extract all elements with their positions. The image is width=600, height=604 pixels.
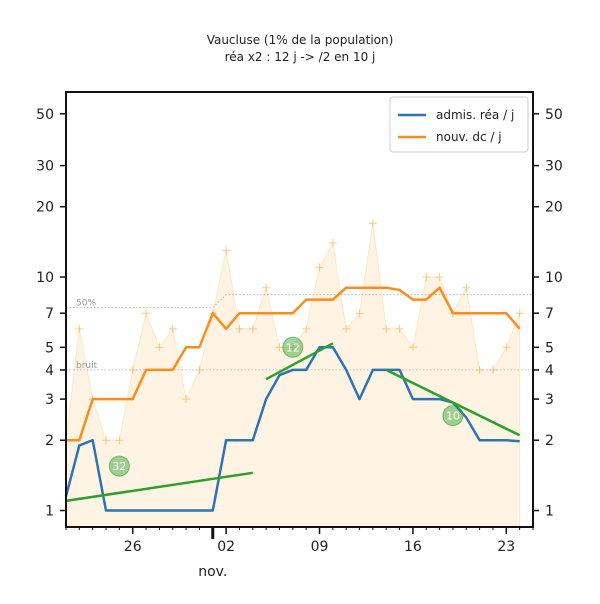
trend-fit-badge-label: 32 [112,460,126,473]
y-tick-label-right: 4 [545,363,554,379]
trend-fit-line [65,471,253,503]
daily-death-marker [75,324,84,333]
y-tick-label-right: 5 [545,340,554,356]
daily-death-marker [155,343,164,352]
trend-fit-badge [108,455,130,477]
daily-death-marker [102,436,111,445]
daily-death-marker [302,324,311,333]
y-tick-label-right: 10 [545,270,563,286]
daily-death-marker [168,324,177,333]
x-tick-label: 09 [311,539,329,555]
x-tick-label: 26 [124,539,142,555]
daily-death-marker [288,343,297,352]
daily-death-marker [235,324,244,333]
daily-death-marker [182,395,191,404]
daily-deaths-area [65,223,521,528]
daily-death-marker [262,283,271,292]
chart-title: Vaucluse (1% de la population) [207,33,394,47]
y-tick-label-right: 2 [545,433,554,449]
daily-death-marker [315,263,324,272]
reference-line-label: bruit [76,361,98,371]
daily-death-marker [142,309,151,318]
trend-fit-badge-label: 10 [446,410,460,423]
series-line [66,286,521,442]
month-label: nov. [198,564,227,580]
daily-death-marker [435,273,444,282]
daily-death-marker [342,324,351,333]
trend-fit-badge [282,336,304,358]
daily-death-markers [62,219,524,528]
x-tick-label: 02 [217,539,235,555]
daily-death-marker [502,343,511,352]
daily-death-marker [355,309,364,318]
daily-death-marker [395,324,404,333]
trend-fit-badge-label: 12 [286,341,300,354]
y-tick-label-left: 7 [45,306,54,322]
trend-fit-badge [442,405,464,427]
legend: admis. réa / j nouv. dc / j [389,96,529,153]
x-tick-label: 16 [404,539,422,555]
daily-death-marker [408,343,417,352]
reference-line-label: 50% [76,299,96,309]
daily-death-marker [222,246,231,255]
chart-subtitle: réa x2 : 12 j -> /2 en 10 j [225,50,376,64]
x-tick-label: 23 [497,539,515,555]
x-axis-ticks: 26 02 09 16 23 nov. [65,527,534,580]
y-tick-label-right: 3 [545,392,554,408]
reference-line [66,294,533,308]
plot-frame-rect [65,91,534,528]
y-tick-label-right: 50 [545,107,563,123]
legend-label: admis. réa / j [436,108,514,122]
plot-area [66,92,533,527]
trend-fit-line [265,342,334,381]
series-line [64,346,520,512]
y-tick-label-left: 4 [45,363,54,379]
daily-death-marker [462,283,471,292]
y-tick-label-left: 2 [45,433,54,449]
y-tick-label-left: 50 [36,107,54,123]
plot-frame [65,91,534,528]
plot-background [66,92,533,527]
legend-label: nouv. dc / j [436,130,502,144]
y-tick-label-left: 10 [36,270,54,286]
y-tick-label-right: 1 [545,504,554,520]
daily-death-marker [368,219,377,228]
daily-death-marker [422,273,431,282]
y-tick-label-right: 30 [545,159,563,175]
y-tick-label-left: 3 [45,392,54,408]
y-tick-label-right: 20 [545,200,563,216]
daily-death-marker [275,343,284,352]
y-tick-label-left: 30 [36,159,54,175]
daily-death-marker [382,324,391,333]
daily-death-marker [515,309,524,318]
series-lines [64,286,521,512]
y-tick-label-left: 5 [45,340,54,356]
y-tick-label-right: 7 [545,306,554,322]
trend-fits: 32 12 10 [65,336,521,503]
daily-death-marker [115,436,124,445]
daily-death-marker [328,238,337,247]
daily-death-marker [248,324,257,333]
y-tick-label-left: 1 [45,504,54,520]
y-tick-label-left: 20 [36,200,54,216]
trend-fit-line [385,368,521,437]
